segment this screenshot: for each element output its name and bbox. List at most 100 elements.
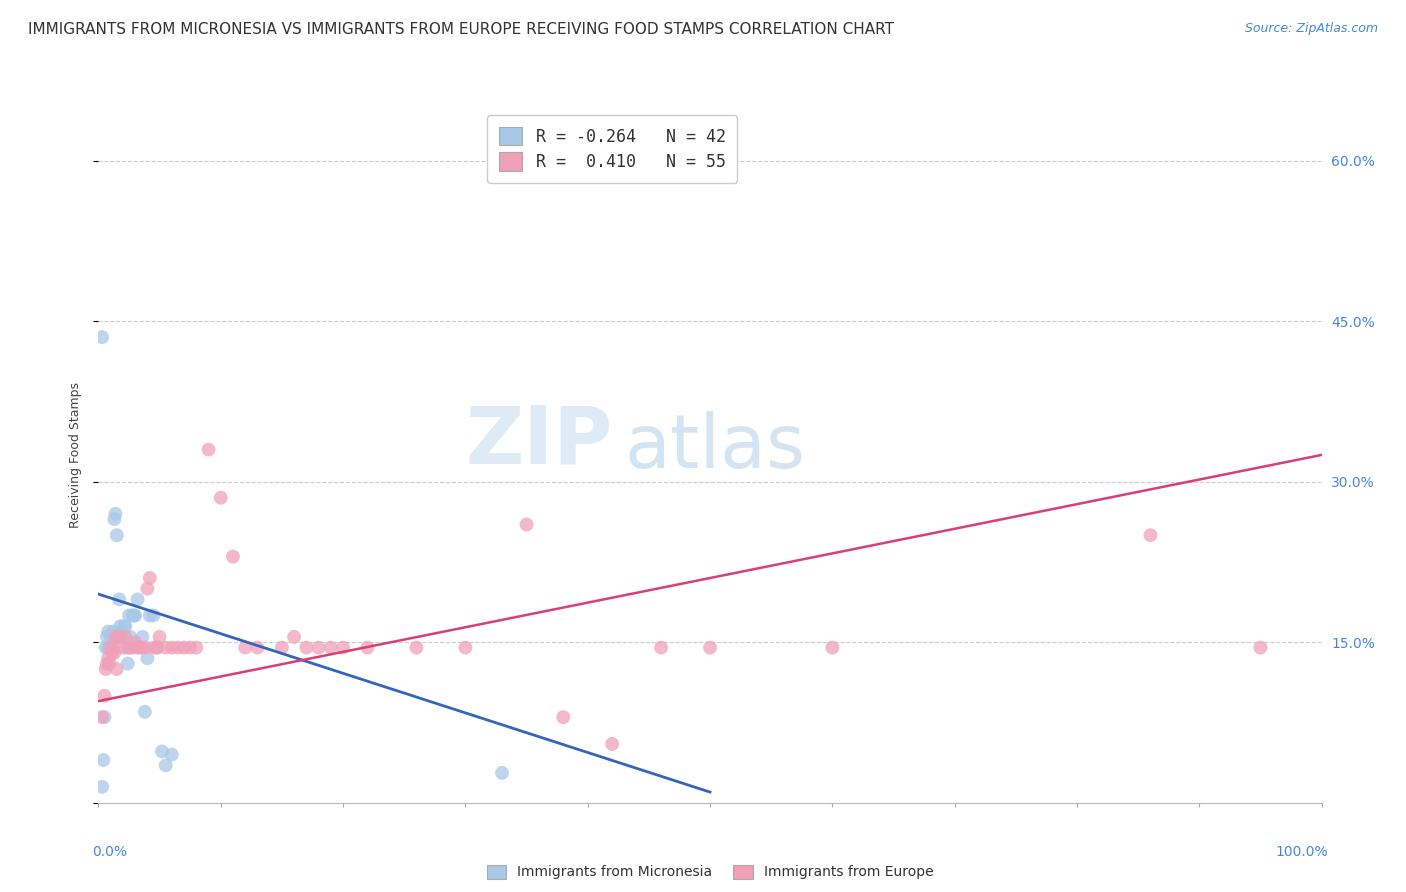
Point	[160, 640, 183, 655]
Point	[100, 640, 122, 655]
Point	[101, 640, 124, 655]
Point	[167, 640, 190, 655]
Point	[173, 640, 195, 655]
Text: IMMIGRANTS FROM MICRONESIA VS IMMIGRANTS FROM EUROPE RECEIVING FOOD STAMPS CORRE: IMMIGRANTS FROM MICRONESIA VS IMMIGRANTS…	[28, 22, 894, 37]
Point	[150, 744, 173, 758]
Point	[96, 657, 118, 671]
Point	[94, 662, 117, 676]
Point	[308, 640, 330, 655]
Point	[114, 619, 136, 633]
Point	[155, 758, 177, 772]
Point	[129, 640, 152, 655]
Text: Source: ZipAtlas.com: Source: ZipAtlas.com	[1244, 22, 1378, 36]
Point	[650, 640, 672, 655]
Point	[93, 710, 115, 724]
Point	[136, 582, 159, 596]
Point	[821, 640, 844, 655]
Point	[454, 640, 477, 655]
Point	[105, 662, 128, 676]
Point	[136, 651, 159, 665]
Text: 0.0%: 0.0%	[93, 845, 128, 858]
Point	[96, 630, 118, 644]
Point	[91, 710, 114, 724]
Point	[107, 630, 129, 644]
Point	[319, 640, 342, 655]
Point	[129, 640, 152, 655]
Point	[332, 640, 354, 655]
Point	[93, 689, 115, 703]
Point	[122, 608, 145, 623]
Point	[139, 608, 162, 623]
Point	[149, 630, 172, 644]
Point	[142, 640, 165, 655]
Point	[405, 640, 427, 655]
Point	[1249, 640, 1271, 655]
Point	[118, 608, 141, 623]
Point	[94, 640, 117, 655]
Point	[120, 630, 142, 644]
Point	[553, 710, 575, 724]
Point	[121, 608, 143, 623]
Point	[134, 705, 156, 719]
Y-axis label: Receiving Food Stamps: Receiving Food Stamps	[69, 382, 82, 528]
Point	[110, 619, 132, 633]
Point	[101, 624, 124, 639]
Point	[117, 657, 139, 671]
Point	[146, 640, 169, 655]
Text: atlas: atlas	[624, 411, 806, 484]
Point	[179, 640, 201, 655]
Point	[97, 624, 120, 639]
Point	[127, 640, 149, 655]
Point	[209, 491, 232, 505]
Point	[155, 640, 177, 655]
Point	[139, 571, 162, 585]
Point	[699, 640, 721, 655]
Point	[97, 640, 120, 655]
Point	[110, 630, 132, 644]
Point	[111, 624, 134, 639]
Point	[124, 608, 146, 623]
Point	[186, 640, 208, 655]
Point	[120, 640, 142, 655]
Point	[97, 651, 120, 665]
Point	[283, 630, 305, 644]
Point	[127, 592, 149, 607]
Point	[233, 640, 256, 655]
Point	[91, 780, 114, 794]
Point	[515, 517, 537, 532]
Point	[246, 640, 269, 655]
Point	[103, 512, 125, 526]
Point	[124, 635, 146, 649]
Text: ZIP: ZIP	[465, 402, 612, 480]
Point	[91, 330, 114, 344]
Point	[101, 630, 124, 644]
Point	[98, 657, 121, 671]
Point	[142, 608, 165, 623]
Point	[131, 630, 153, 644]
Point	[112, 619, 135, 633]
Point	[105, 528, 128, 542]
Point	[104, 630, 127, 644]
Legend: Immigrants from Micronesia, Immigrants from Europe: Immigrants from Micronesia, Immigrants f…	[479, 857, 941, 887]
Point	[100, 630, 122, 644]
Point	[111, 630, 134, 644]
Point	[197, 442, 219, 457]
Point	[101, 646, 124, 660]
Point	[356, 640, 378, 655]
Point	[491, 765, 513, 780]
Point	[98, 640, 121, 655]
Point	[115, 640, 138, 655]
Point	[121, 640, 143, 655]
Point	[111, 640, 134, 655]
Point	[118, 640, 141, 655]
Point	[91, 753, 114, 767]
Point	[270, 640, 294, 655]
Point	[108, 592, 131, 607]
Point	[146, 640, 169, 655]
Point	[160, 747, 183, 762]
Text: 100.0%: 100.0%	[1275, 845, 1327, 858]
Point	[104, 507, 127, 521]
Point	[222, 549, 245, 564]
Point	[107, 630, 129, 644]
Point	[600, 737, 623, 751]
